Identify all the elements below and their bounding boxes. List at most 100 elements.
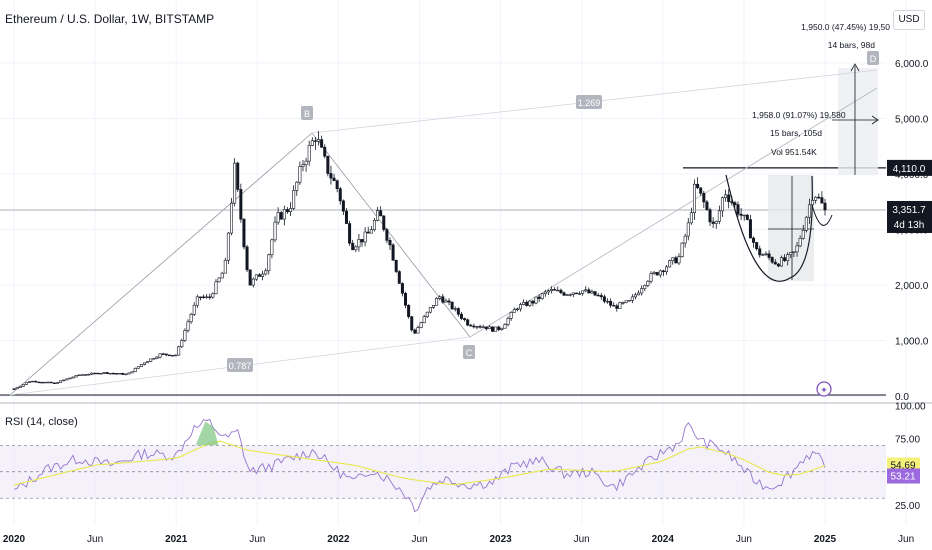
candle-body	[593, 291, 597, 296]
candle-body	[174, 354, 178, 357]
candle-body	[354, 246, 358, 251]
candle-body	[798, 237, 802, 247]
candle-body	[18, 385, 22, 388]
candle-body	[189, 313, 193, 323]
candle-body	[581, 290, 585, 294]
candle-body	[655, 272, 659, 276]
candle-body	[292, 190, 296, 209]
candle-body	[74, 374, 78, 378]
price-tick-label: 1,000.0	[895, 337, 929, 348]
candle-body	[503, 324, 507, 329]
candle-body	[43, 381, 47, 384]
resistance-price-label: 4,110.0	[893, 164, 926, 175]
candle-body	[792, 251, 796, 253]
candle-body	[317, 139, 321, 142]
candle-body	[727, 194, 731, 202]
candle-body	[646, 280, 650, 286]
pivot-label-c: C	[466, 348, 473, 358]
candle-body	[512, 309, 516, 313]
candle-body	[814, 196, 818, 201]
pivot-label-b: B	[304, 109, 310, 119]
candle-body	[279, 212, 283, 220]
last-price-label: 3,351.7	[892, 205, 926, 216]
candle-body	[146, 361, 150, 364]
candle-body	[254, 274, 258, 280]
candle-body	[270, 239, 274, 256]
candle-body	[494, 326, 498, 332]
trendline-ab	[9, 132, 313, 396]
candle-body	[351, 242, 355, 251]
candle-body	[108, 372, 112, 375]
time-tick-label: 2023	[489, 534, 512, 545]
cup-arc	[725, 174, 813, 282]
candle-body	[130, 371, 134, 374]
candle-body	[388, 240, 392, 246]
candle-body	[609, 300, 613, 306]
candle-body	[363, 231, 367, 243]
candle-body	[419, 322, 423, 328]
price-tick-label: 2,000.0	[895, 281, 929, 292]
candle-body	[65, 378, 69, 381]
candle-body	[410, 316, 414, 331]
candle-body	[553, 289, 557, 291]
candle-body	[711, 221, 715, 224]
candle-body	[472, 325, 476, 328]
candle-body	[739, 213, 743, 216]
candle-body	[568, 294, 572, 296]
candle-body	[758, 248, 762, 256]
candle-body	[528, 300, 532, 306]
rsi-value-label-bg	[887, 468, 920, 484]
rsi-ma-value-label: 54.69	[890, 461, 915, 472]
candle-body	[779, 257, 783, 267]
candle-body	[397, 271, 401, 284]
candle-body	[677, 256, 681, 264]
time-tick-label: 2022	[327, 534, 350, 545]
pivot-label-d: D	[870, 54, 877, 64]
candle-body	[665, 266, 669, 273]
last-price-label-bg	[887, 200, 932, 233]
candle-body	[285, 209, 289, 213]
candle-body	[124, 373, 128, 376]
candle-body	[149, 358, 153, 362]
candle-body	[416, 327, 420, 334]
candle-body	[152, 358, 156, 360]
candle-body	[515, 308, 519, 311]
candle-body	[652, 272, 656, 274]
candle-body	[525, 302, 529, 306]
currency-button[interactable]: USD	[893, 10, 925, 30]
candle-body	[770, 257, 774, 263]
candle-body	[217, 277, 221, 283]
candle-body	[68, 377, 72, 380]
candle-body	[71, 376, 75, 379]
event-marker-icon	[816, 381, 832, 397]
candle-body	[537, 296, 541, 299]
trendline-cd	[469, 87, 878, 338]
candle-body	[683, 235, 687, 244]
candle-body	[214, 281, 218, 295]
candle-body	[180, 340, 184, 348]
candle-body	[332, 177, 336, 181]
time-tick-label: 2025	[814, 534, 837, 545]
candle-body	[208, 296, 212, 298]
candle-body	[587, 289, 591, 294]
candle-body	[413, 329, 417, 334]
candle-body	[121, 372, 125, 375]
projection-2-bars: 15 bars, 105d	[770, 128, 822, 138]
candle-body	[338, 188, 342, 202]
projection-2-volume: Vol 951.54K	[771, 147, 817, 157]
candle-body	[692, 183, 696, 214]
candle-body	[233, 162, 237, 204]
candle-body	[267, 254, 271, 272]
candle-body	[143, 362, 147, 365]
trendline-bc	[311, 132, 471, 338]
candle-body	[689, 212, 693, 224]
candle-body	[633, 294, 637, 298]
candle-body	[643, 285, 647, 289]
candle-body	[369, 229, 373, 234]
candle-body	[385, 229, 389, 241]
candle-body	[584, 289, 588, 292]
candle-body	[497, 326, 501, 330]
candle-body	[245, 246, 249, 271]
candle-body	[379, 210, 383, 217]
candle-body	[323, 146, 327, 157]
